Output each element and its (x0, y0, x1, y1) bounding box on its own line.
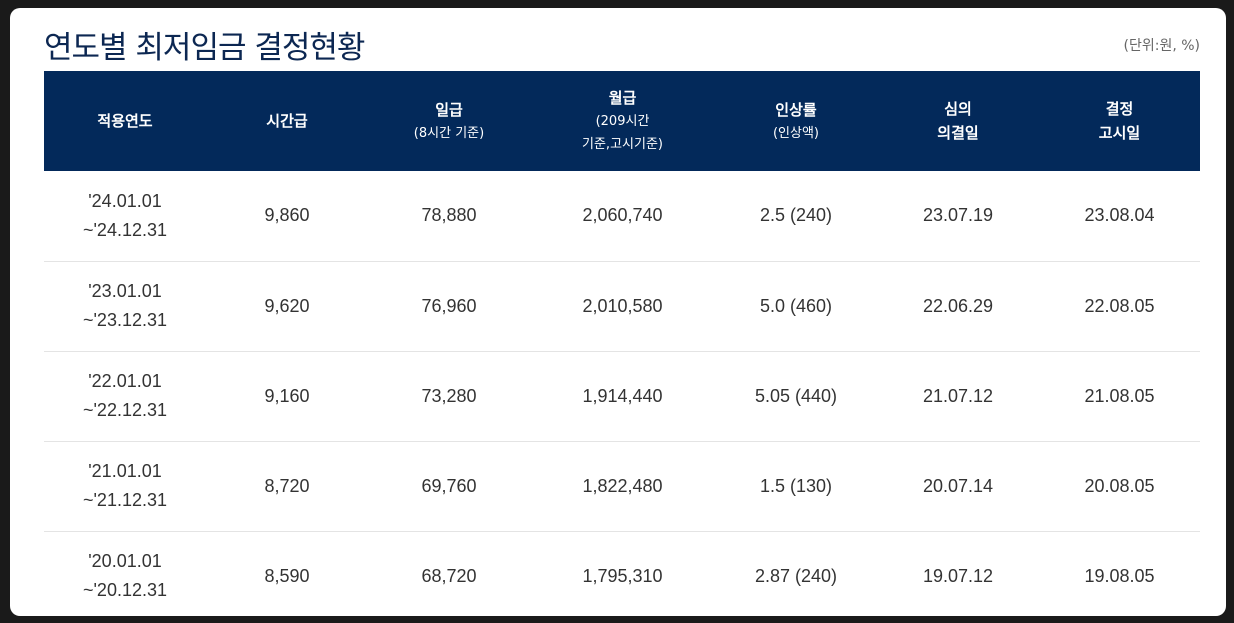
period-end: ~'21.12.31 (82, 490, 167, 510)
cell-period: '21.01.01 ~'21.12.31 (44, 441, 206, 531)
unit-note: (단위:원, %) (1123, 38, 1200, 54)
cell-resolved: 23.07.19 (922, 205, 994, 226)
cell-announced: 19.08.05 (1084, 565, 1155, 586)
header-period-label: 적용연도 (97, 112, 153, 130)
cell-increase: 5.05 (440) (754, 385, 838, 406)
header-daily: 일급 (8시간 기준) (368, 71, 530, 171)
cell-resolved: 21.07.12 (922, 385, 994, 406)
period-start: '21.01.01 (88, 461, 162, 481)
cell-period: '20.01.01 ~'20.12.31 (44, 531, 206, 616)
period-start: '23.01.01 (88, 281, 162, 301)
header-resolved-label-1: 심의 (944, 100, 972, 118)
header-hourly-label: 시간급 (266, 112, 308, 130)
period-start: '20.01.01 (88, 551, 162, 571)
table-row: '20.01.01 ~'20.12.31 8,590 68,720 1,795,3… (44, 531, 1200, 616)
cell-hourly: 9,860 (264, 205, 310, 226)
cell-monthly: 1,795,310 (582, 565, 663, 586)
cell-monthly: 2,010,580 (582, 295, 663, 316)
header-hourly: 시간급 (206, 71, 368, 171)
cell-resolved: 22.06.29 (922, 295, 994, 316)
cell-resolved: 19.07.12 (922, 565, 994, 586)
cell-increase: 2.87 (240) (754, 565, 838, 586)
header-monthly-sub-2: 기준,고시기준) (582, 137, 663, 152)
table-row: '23.01.01 ~'23.12.31 9,620 76,960 2,010,5… (44, 261, 1200, 351)
table-row: '24.01.01 ~'24.12.31 9,860 78,880 2,060,7… (44, 171, 1200, 261)
cell-monthly: 2,060,740 (582, 205, 663, 226)
header-announced: 결정 고시일 (1039, 71, 1200, 171)
cell-daily: 68,720 (421, 565, 477, 586)
header-announced-label-1: 결정 (1105, 100, 1134, 118)
cell-announced: 22.08.05 (1084, 295, 1155, 316)
cell-monthly: 1,914,440 (582, 385, 663, 406)
header-resolved-label-2: 의결일 (937, 124, 979, 142)
cell-hourly: 9,620 (264, 295, 310, 316)
header-monthly-label: 월급 (608, 89, 637, 107)
header-period: 적용연도 (44, 71, 206, 171)
cell-daily: 78,880 (421, 205, 477, 226)
header-daily-label: 일급 (435, 100, 463, 119)
period-end: ~'23.12.31 (82, 310, 167, 330)
table-row: '22.01.01 ~'22.12.31 9,160 73,280 1,914,4… (44, 351, 1200, 441)
cell-hourly: 8,590 (264, 565, 310, 586)
cell-period: '22.01.01 ~'22.12.31 (44, 351, 206, 441)
cell-announced: 21.08.05 (1084, 385, 1155, 406)
cell-increase: 1.5 (130) (759, 475, 833, 496)
header-increase: 인상률 (인상액) (715, 71, 877, 171)
cell-daily: 73,280 (421, 385, 477, 406)
cell-daily: 69,760 (421, 475, 477, 496)
period-end: ~'22.12.31 (82, 400, 167, 420)
cell-increase: 2.5 (240) (759, 205, 833, 226)
header-increase-label: 인상률 (775, 100, 817, 119)
period-start: '22.01.01 (88, 371, 162, 391)
cell-increase: 5.0 (460) (759, 295, 833, 316)
cell-daily: 76,960 (421, 295, 477, 316)
cell-announced: 23.08.04 (1084, 205, 1155, 226)
header-announced-label-2: 고시일 (1098, 124, 1141, 142)
cell-monthly: 1,822,480 (582, 475, 663, 496)
cell-period: '24.01.01 ~'24.12.31 (44, 171, 206, 261)
minimum-wage-table: 적용연도 시간급 일급 (8시간 기준) 월급 (209시간 기준,고시기준) … (44, 71, 1200, 616)
cell-period: '23.01.01 ~'23.12.31 (44, 261, 206, 351)
cell-hourly: 9,160 (264, 385, 310, 406)
header-increase-sub: (인상액) (772, 125, 820, 141)
period-end: ~'20.12.31 (82, 580, 167, 600)
page-title: 연도별 최저임금 결정현황 (44, 30, 365, 66)
cell-announced: 20.08.05 (1084, 475, 1155, 496)
period-end: ~'24.12.31 (82, 219, 167, 240)
cell-hourly: 8,720 (264, 475, 310, 496)
content-frame: 연도별 최저임금 결정현황 (단위:원, %) 적용연도 시간급 일급 (8시간… (10, 8, 1226, 616)
header-monthly-sub-1: (209시간 (595, 114, 650, 129)
period-start: '24.01.01 (88, 190, 162, 211)
header-monthly: 월급 (209시간 기준,고시기준) (530, 71, 715, 171)
table-header-row: 적용연도 시간급 일급 (8시간 기준) 월급 (209시간 기준,고시기준) … (44, 71, 1200, 171)
cell-resolved: 20.07.14 (922, 475, 994, 496)
header-daily-sub: (8시간 기준) (413, 125, 485, 141)
table-row: '21.01.01 ~'21.12.31 8,720 69,760 1,822,4… (44, 441, 1200, 531)
header-resolved: 심의 의결일 (877, 71, 1039, 171)
